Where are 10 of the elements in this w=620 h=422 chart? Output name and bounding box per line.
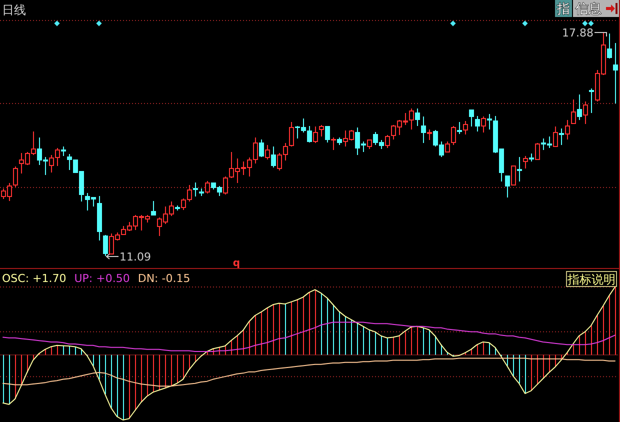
button: 指 [555,0,572,18]
extreme-label: 11.09 [120,250,151,264]
button: 指标说明 [566,271,617,287]
title: 日线 [2,3,26,17]
series-name: OSC: +1.70 [2,272,66,285]
series-name: DN: -0.15 [138,272,190,285]
series-name: UP: +0.50 [74,272,130,285]
marker-note: q [232,258,240,269]
button: 信息 [573,0,604,18]
extreme-label: 17.88 [562,26,594,40]
